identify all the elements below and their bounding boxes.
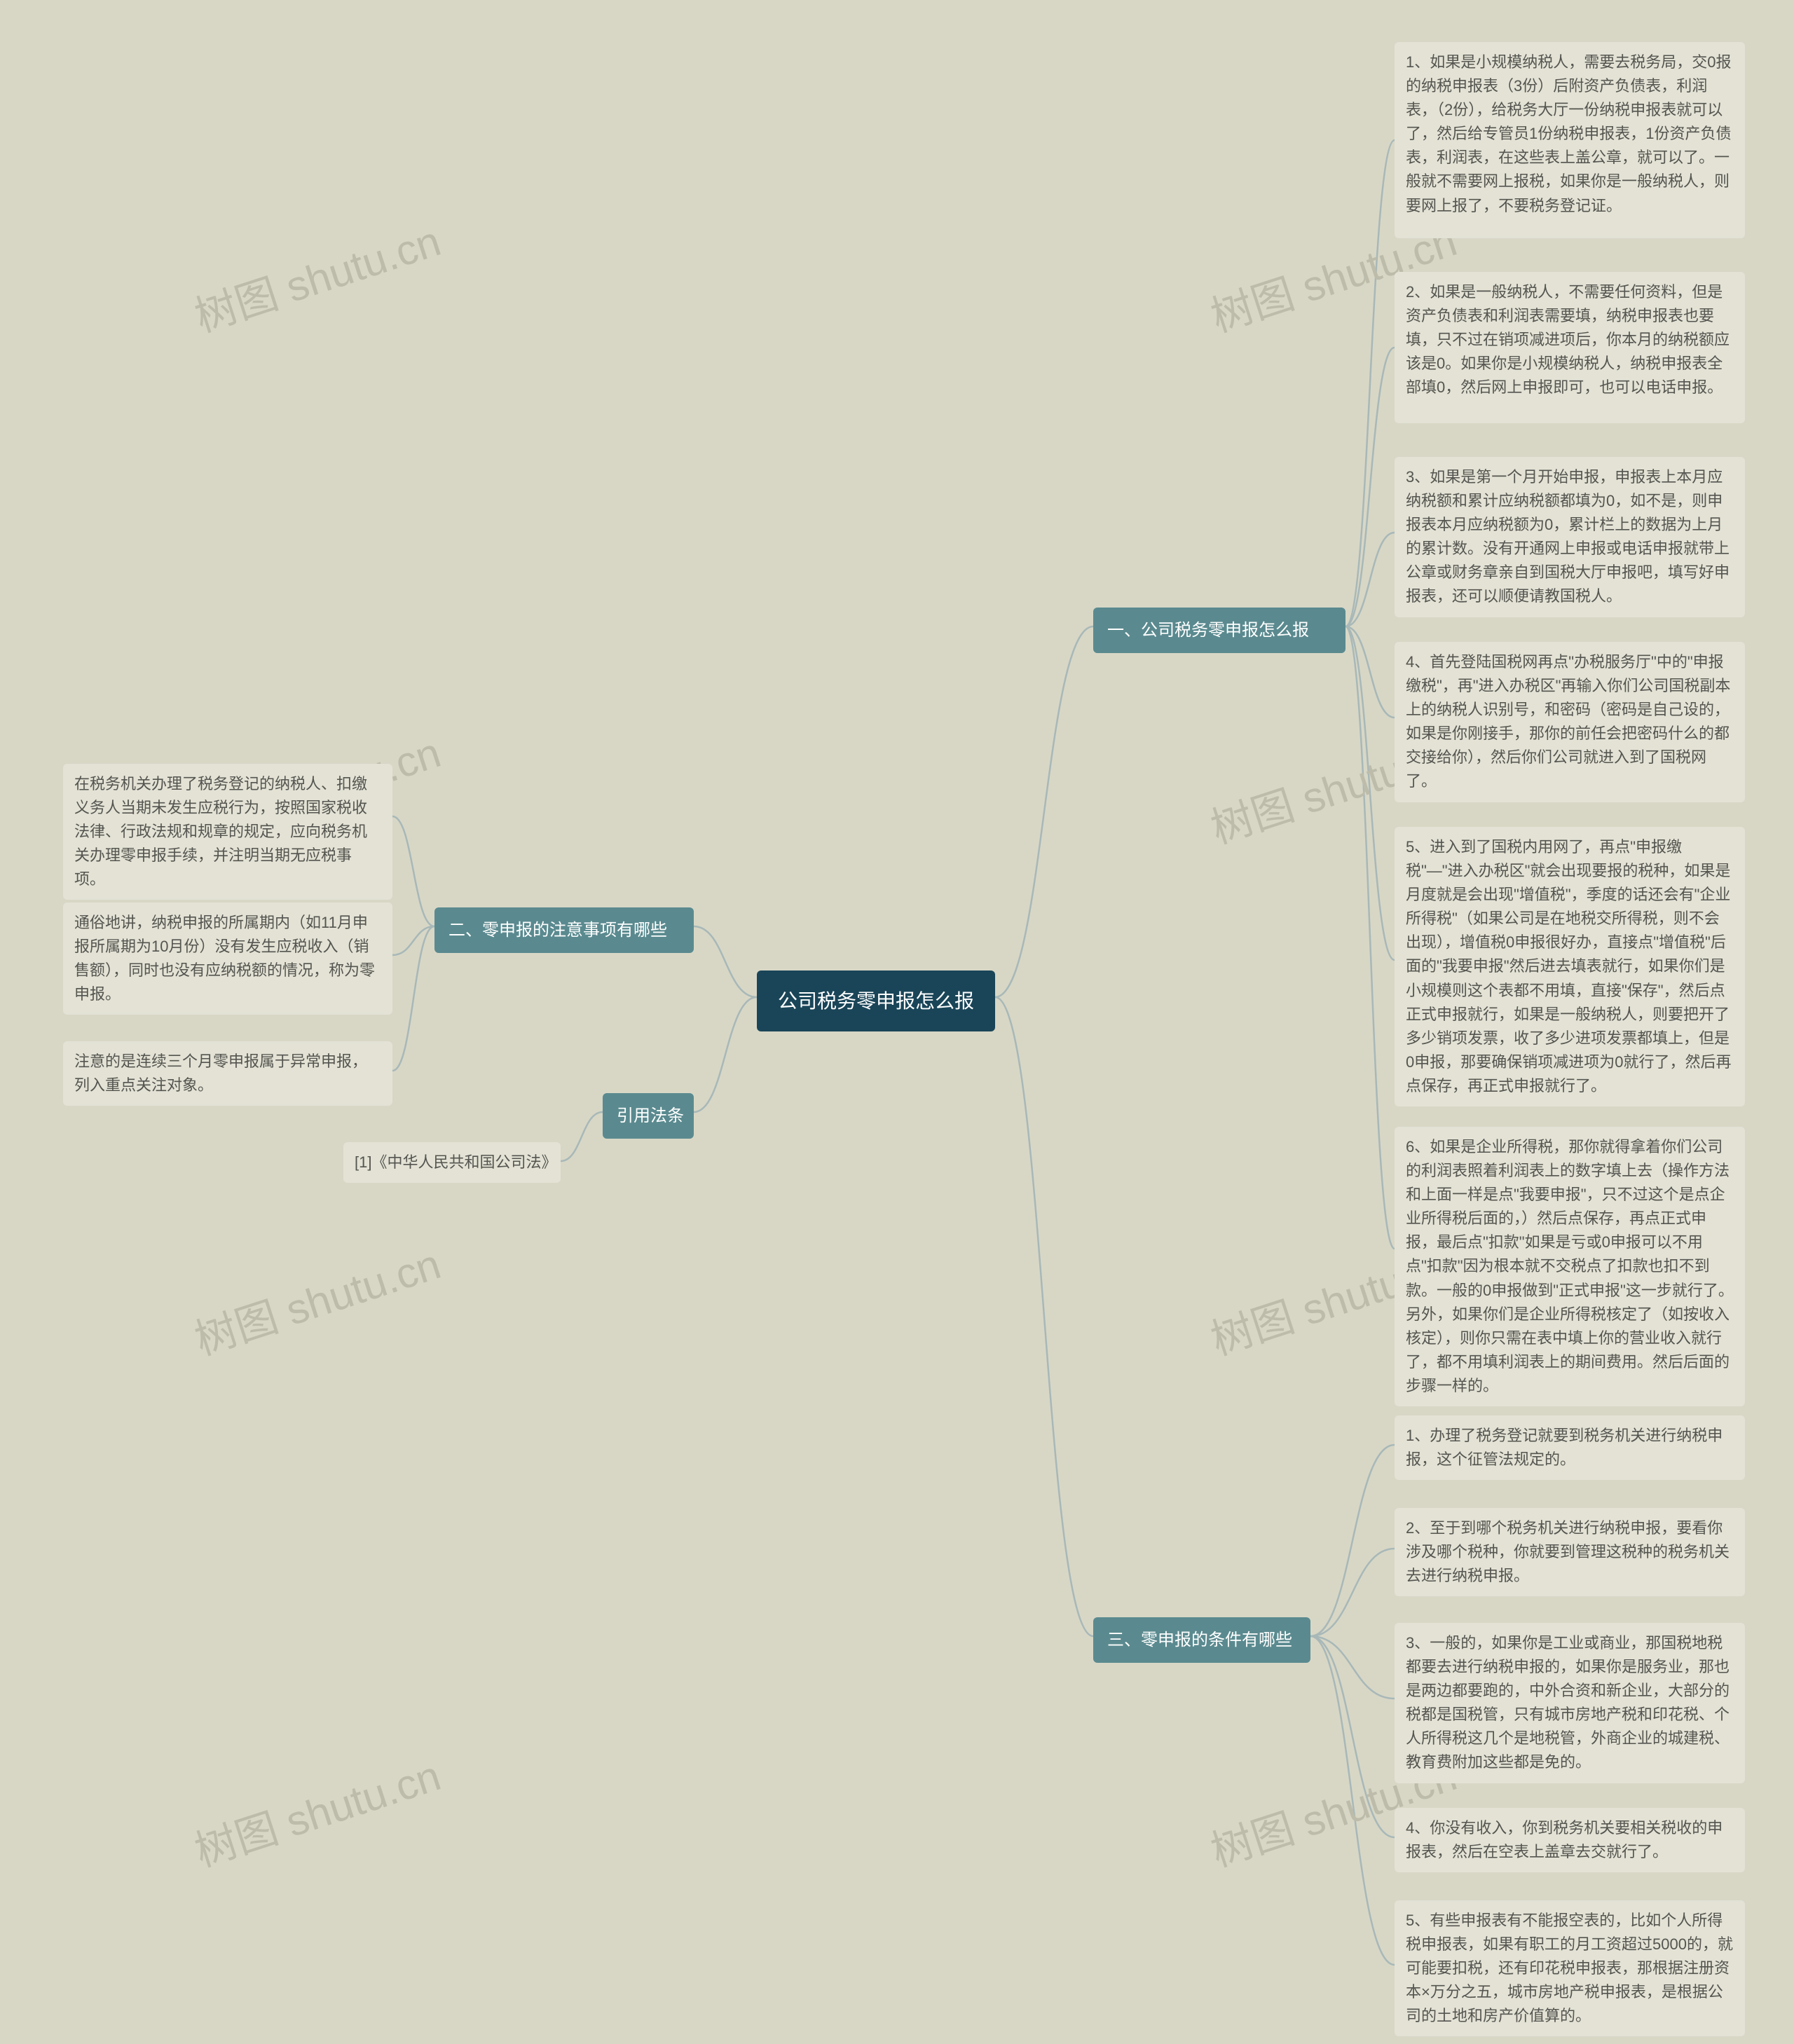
leaf-node: 4、你没有收入，你到税务机关要相关税收的申报表，然后在空表上盖章去交就行了。 [1395, 1808, 1745, 1872]
leaf-node: 6、如果是企业所得税，那你就得拿着你们公司的利润表照着利润表上的数字填上去（操作… [1395, 1127, 1745, 1406]
leaf-node: 通俗地讲，纳税申报的所属期内（如11月申报所属期为10月份）没有发生应税收入（销… [63, 903, 392, 1015]
leaf-node: 4、首先登陆国税网再点"办税服务厅"中的"申报缴税"，再"进入办税区"再输入你们… [1395, 642, 1745, 802]
leaf-node: 1、如果是小规模纳税人，需要去税务局，交0报的纳税申报表（3份）后附资产负债表，… [1395, 42, 1745, 238]
mindmap-canvas: 树图 shutu.cn树图 shutu.cn树图 shutu.cn树图 shut… [0, 0, 1794, 2044]
watermark: 树图 shutu.cn [186, 1742, 447, 1879]
branch-node: 三、零申报的条件有哪些 [1093, 1617, 1310, 1663]
leaf-node: 3、一般的，如果你是工业或商业，那国税地税都要去进行纳税申报的，如果你是服务业，… [1395, 1623, 1745, 1783]
branch-node: 引用法条 [603, 1093, 694, 1139]
leaf-node: 注意的是连续三个月零申报属于异常申报，列入重点关注对象。 [63, 1041, 392, 1106]
branch-node: 二、零申报的注意事项有哪些 [434, 907, 694, 953]
root-node: 公司税务零申报怎么报 [757, 970, 995, 1031]
leaf-node: 在税务机关办理了税务登记的纳税人、扣缴义务人当期未发生应税行为，按照国家税收法律… [63, 764, 392, 900]
leaf-node: 2、至于到哪个税务机关进行纳税申报，要看你涉及哪个税种，你就要到管理这税种的税务… [1395, 1508, 1745, 1596]
branch-node: 一、公司税务零申报怎么报 [1093, 608, 1346, 653]
leaf-node: 5、进入到了国税内用网了，再点"申报缴税"—"进入办税区"就会出现要报的税种，如… [1395, 827, 1745, 1106]
leaf-node: 2、如果是一般纳税人，不需要任何资料，但是资产负债表和利润表需要填，纳税申报表也… [1395, 272, 1745, 423]
watermark: 树图 shutu.cn [186, 1230, 447, 1367]
leaf-node: [1]《中华人民共和国公司法》 [343, 1142, 561, 1183]
leaf-node: 1、办理了税务登记就要到税务机关进行纳税申报，这个征管法规定的。 [1395, 1415, 1745, 1480]
watermark: 树图 shutu.cn [186, 207, 447, 344]
leaf-node: 3、如果是第一个月开始申报，申报表上本月应纳税额和累计应纳税额都填为0，如不是，… [1395, 457, 1745, 617]
leaf-node: 5、有些申报表有不能报空表的，比如个人所得税申报表，如果有职工的月工资超过500… [1395, 1900, 1745, 2036]
